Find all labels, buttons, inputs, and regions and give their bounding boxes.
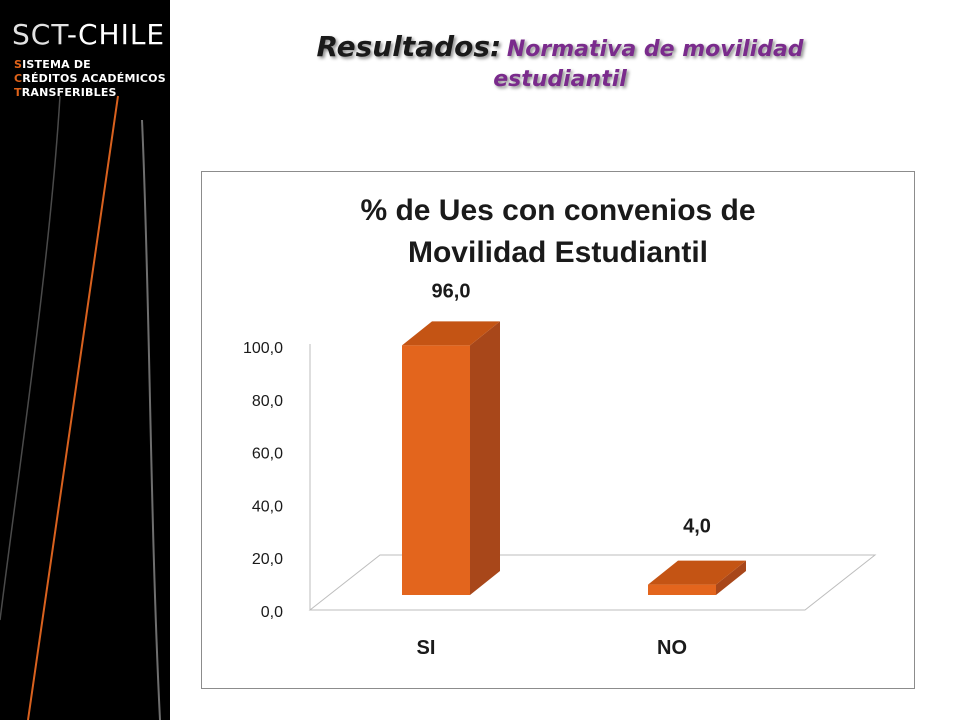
data-label: 96,0: [432, 280, 471, 302]
logo-name-part1: SCT: [12, 18, 67, 51]
bar-top: [402, 321, 500, 346]
x-tick-label: NO: [657, 637, 687, 659]
chart-frame: % de Ues con convenios de Movilidad Estud…: [201, 171, 915, 689]
chart-title-line1: % de Ues con convenios de: [360, 194, 755, 227]
y-tick-label: 40,0: [252, 498, 283, 515]
data-label: 4,0: [683, 516, 711, 538]
title-sub-line1: Normativa de movilidad: [506, 37, 804, 62]
title-sub-line2: estudiantil: [493, 67, 627, 92]
logo-line-rest: ISTEMA DE: [22, 58, 91, 71]
logo-line-3: TRANSFERIBLES: [14, 86, 117, 99]
chart-floor: [308, 554, 877, 611]
decorative-lines: [0, 95, 161, 720]
bar-front: [648, 584, 716, 595]
logo-name-part2: -CHILE: [66, 18, 166, 51]
logo-line-initial: T: [14, 86, 22, 99]
logo-line-initial: C: [14, 72, 23, 85]
bar-side: [716, 560, 746, 595]
slide-title: Resultados: Normativa de movilidad estud…: [200, 30, 920, 92]
title-main: Resultados:: [316, 30, 502, 63]
logo-line-rest: RANSFERIBLES: [21, 86, 117, 99]
y-tick-label: 100,0: [243, 340, 283, 357]
bar-side: [470, 321, 500, 595]
bar-top: [648, 560, 746, 585]
bar-front: [402, 345, 470, 595]
y-tick-label: 80,0: [252, 393, 283, 410]
y-tick-label: 0,0: [261, 604, 283, 621]
chart-title-line2: Movilidad Estudiantil: [408, 236, 708, 269]
y-tick-label: 60,0: [252, 446, 283, 463]
sidebar: SCT-CHILE SISTEMA DE CRÉDITOS ACADÉMICOS…: [0, 0, 170, 720]
logo-title: SCT-CHILE: [12, 18, 165, 51]
y-tick-label: 20,0: [252, 551, 283, 568]
logo-line-1: SISTEMA DE: [14, 58, 91, 71]
x-tick-label: SI: [417, 637, 436, 659]
bar-chart: % de Ues con convenios de Movilidad Estud…: [243, 194, 877, 659]
logo-line-initial: S: [14, 58, 23, 71]
logo-line-2: CRÉDITOS ACADÉMICOS: [14, 72, 166, 85]
logo-line-rest: RÉDITOS ACADÉMICOS: [22, 72, 166, 85]
